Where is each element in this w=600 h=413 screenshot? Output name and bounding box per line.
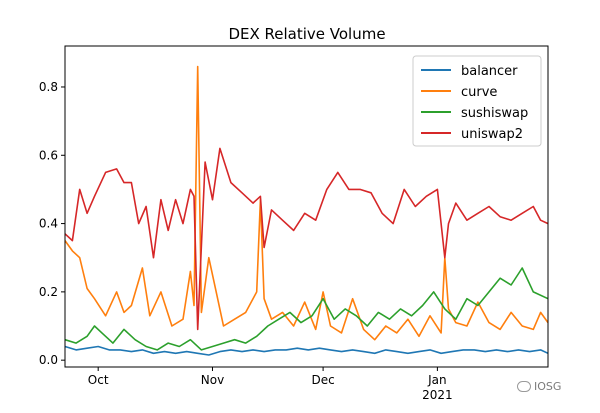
y-tick-label: 0.4: [39, 217, 58, 231]
x-tick-label: Nov: [201, 373, 224, 387]
series-line-balancer: [64, 345, 549, 356]
y-tick-label: 0.2: [39, 285, 58, 299]
legend-frame: [412, 55, 542, 147]
y-tick-label: 0.6: [39, 148, 58, 162]
legend-label: uniswap2: [461, 127, 523, 142]
y-tick-label: 0.0: [39, 353, 58, 367]
axes-frame: [64, 45, 549, 368]
y-tick-label: 0.8: [39, 80, 58, 94]
x-tick-label: Oct: [88, 373, 109, 387]
legend-label: balancer: [461, 64, 518, 79]
series-line-curve: [64, 65, 549, 341]
x-tick-label: Jan: [427, 373, 447, 387]
chart-title: DEX Relative Volume: [228, 25, 385, 43]
x-tick-label: Dec: [311, 373, 334, 387]
legend-label: sushiswap: [461, 106, 528, 121]
x-tick-sublabel: 2021: [422, 388, 453, 402]
watermark: IOSG: [517, 380, 561, 393]
watermark-text: IOSG: [534, 380, 562, 393]
legend: balancer curve sushiswap uniswap2: [412, 55, 542, 147]
series-line-uniswap2: [64, 147, 549, 331]
legend-label: curve: [461, 85, 497, 100]
series-line-sushiswap: [64, 267, 549, 351]
wechat-icon: [517, 381, 531, 392]
